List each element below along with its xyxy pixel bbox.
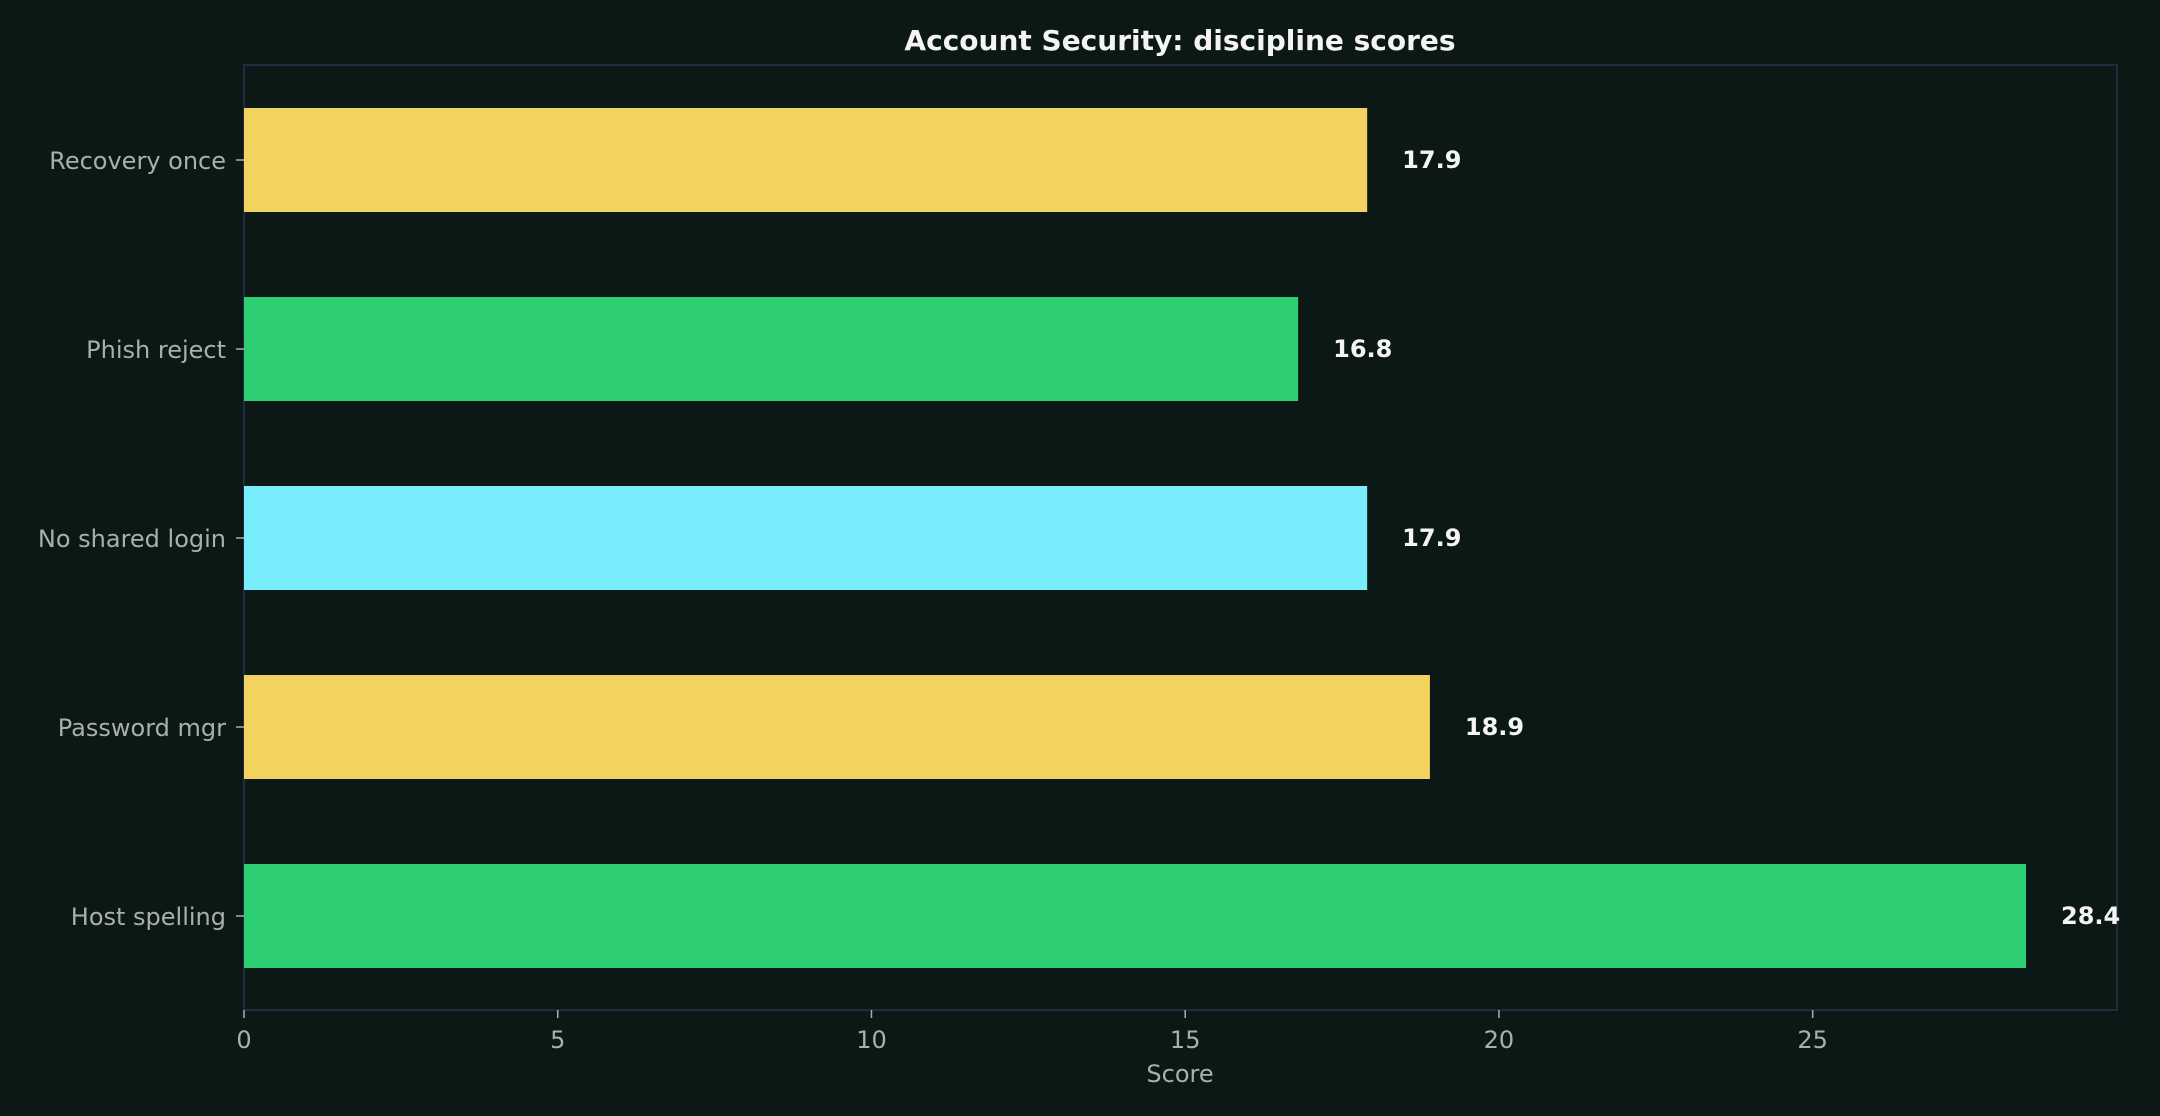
bar-phish-reject [244, 297, 1299, 401]
category-axis: Recovery once Phish reject No shared login… [38, 147, 244, 931]
y-tick-label: Host spelling [71, 903, 226, 931]
x-axis-label: Score [1146, 1060, 1213, 1088]
chart-title: Account Security: discipline scores [904, 24, 1455, 57]
value-label: 17.9 [1402, 524, 1461, 552]
x-axis-ticks: 0 5 10 15 20 25 [236, 1010, 1828, 1054]
value-label: 18.9 [1465, 713, 1524, 741]
bars-layer: 17.9 16.8 17.9 18.9 28.4 [244, 108, 2120, 968]
value-label: 17.9 [1402, 146, 1461, 174]
bar-no-shared-login [244, 486, 1368, 590]
bar-host-spelling [244, 864, 2027, 968]
y-tick-label: Recovery once [49, 147, 226, 175]
x-tick-label: 15 [1170, 1026, 1201, 1054]
x-tick-label: 20 [1484, 1026, 1515, 1054]
x-tick-label: 10 [856, 1026, 887, 1054]
y-tick-label: No shared login [38, 525, 226, 553]
bar-recovery-once [244, 108, 1368, 212]
value-label: 16.8 [1333, 335, 1392, 363]
y-tick-label: Phish reject [86, 336, 226, 364]
value-label: 28.4 [2061, 902, 2120, 930]
y-tick-label: Password mgr [58, 714, 226, 742]
x-tick-label: 5 [550, 1026, 565, 1054]
x-tick-label: 25 [1797, 1026, 1828, 1054]
bar-password-mgr [244, 675, 1430, 779]
x-tick-label: 0 [236, 1026, 251, 1054]
